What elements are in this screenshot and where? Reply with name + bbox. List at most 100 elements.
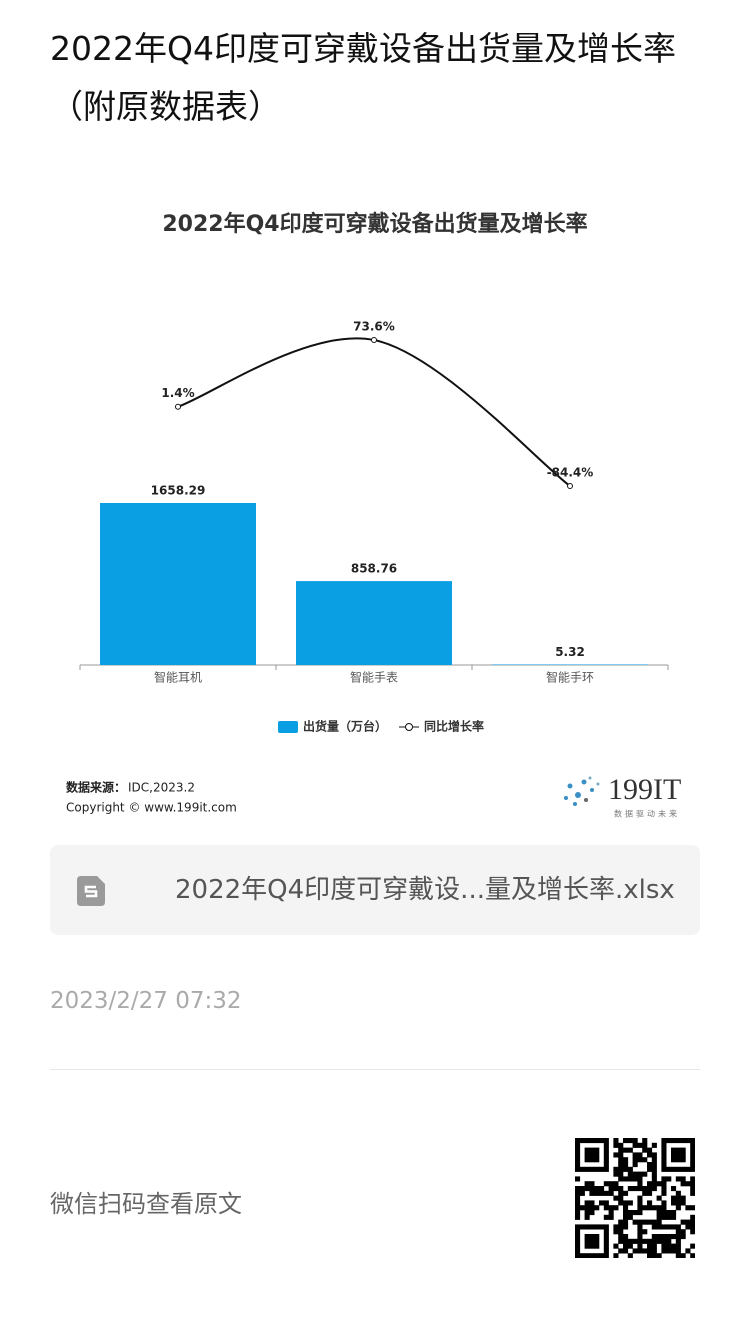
qr-module [671,1157,677,1163]
qr-module [589,1253,595,1258]
qr-module [675,1200,681,1206]
qr-module [690,1229,695,1235]
qr-module [675,1234,681,1240]
qr-module [632,1142,638,1148]
qr-module [680,1152,686,1158]
qr-module [680,1253,686,1258]
qr-module [661,1190,667,1196]
qr-module [642,1186,648,1192]
qr-module [623,1138,629,1144]
qr-module [685,1224,691,1230]
legend-label: 同比增长率 [424,719,484,734]
qr-module [603,1214,609,1220]
qr-module [613,1138,619,1144]
qr-module [589,1243,595,1249]
qr-module [690,1138,695,1144]
qr-module [666,1210,672,1216]
qr-module [599,1166,605,1172]
qr-module [603,1166,609,1172]
qr-module [589,1138,595,1144]
qr-module [651,1205,657,1211]
qr-module [599,1186,605,1192]
qr-module [627,1238,633,1244]
qr-module [637,1219,643,1225]
qr-module [584,1200,590,1206]
qr-code[interactable] [575,1138,695,1258]
qr-module [613,1152,619,1158]
qr-module [632,1171,638,1177]
qr-module [613,1253,619,1258]
qr-module [661,1181,667,1187]
qr-module [603,1229,609,1235]
bar-value-label: 858.76 [351,562,397,576]
qr-module [575,1248,581,1254]
qr-module [666,1248,672,1254]
qr-module [661,1224,667,1230]
qr-module [613,1142,619,1148]
qr-module [637,1152,643,1158]
qr-module [603,1181,609,1187]
qr-module [675,1176,681,1182]
qr-module [637,1157,643,1163]
qr-module [690,1224,695,1230]
qr-module [618,1238,624,1244]
qr-module [651,1162,657,1168]
qr-module [599,1190,605,1196]
qr-module [690,1166,695,1172]
qr-module [647,1200,653,1206]
qr-module [618,1229,624,1235]
qr-module [613,1243,619,1249]
qr-module [690,1253,695,1258]
qr-module [608,1210,614,1216]
qr-module [642,1219,648,1225]
attachment[interactable]: 2022年Q4印度可穿戴设...量及增长率.xlsx [50,845,700,935]
qr-module [661,1248,667,1254]
qr-module [666,1214,672,1220]
qr-module [623,1238,629,1244]
qr-module [656,1205,662,1211]
qr-module [661,1200,667,1206]
qr-module [671,1186,677,1192]
qr-module [651,1181,657,1187]
qr-module [594,1238,600,1244]
qr-module [661,1157,667,1163]
qr-module [613,1186,619,1192]
qr-module [584,1157,590,1163]
qr-module [618,1166,624,1172]
qr-module [656,1219,662,1225]
qr-module [575,1253,581,1258]
qr-module [637,1171,643,1177]
qr-module [575,1229,581,1235]
line-value-label: 73.6% [353,320,395,334]
qr-module [618,1186,624,1192]
legend-swatch-marker [405,723,414,731]
qr-module [671,1152,677,1158]
qr-module [661,1147,667,1153]
qr-module [618,1142,624,1148]
qr-module [603,1138,609,1144]
qr-module [603,1243,609,1249]
qr-module [608,1190,614,1196]
file-icon [77,876,105,906]
qr-module [623,1224,629,1230]
qr-module [603,1200,609,1206]
qr-module [623,1214,629,1220]
qr-module [575,1142,581,1148]
qr-module [680,1219,686,1225]
qr-module [637,1176,643,1182]
qr-module [675,1166,681,1172]
qr-module [594,1190,600,1196]
qr-module [661,1176,667,1182]
logo-icon [564,776,600,806]
qr-module [642,1248,648,1254]
qr-module [632,1152,638,1158]
qr-module [623,1248,629,1254]
qr-module [671,1214,677,1220]
qr-module [637,1224,643,1230]
x-tick-label: 智能手环 [546,670,594,685]
qr-module [632,1248,638,1254]
qr-module [647,1238,653,1244]
qr-module [575,1166,581,1172]
qr-module [627,1147,633,1153]
